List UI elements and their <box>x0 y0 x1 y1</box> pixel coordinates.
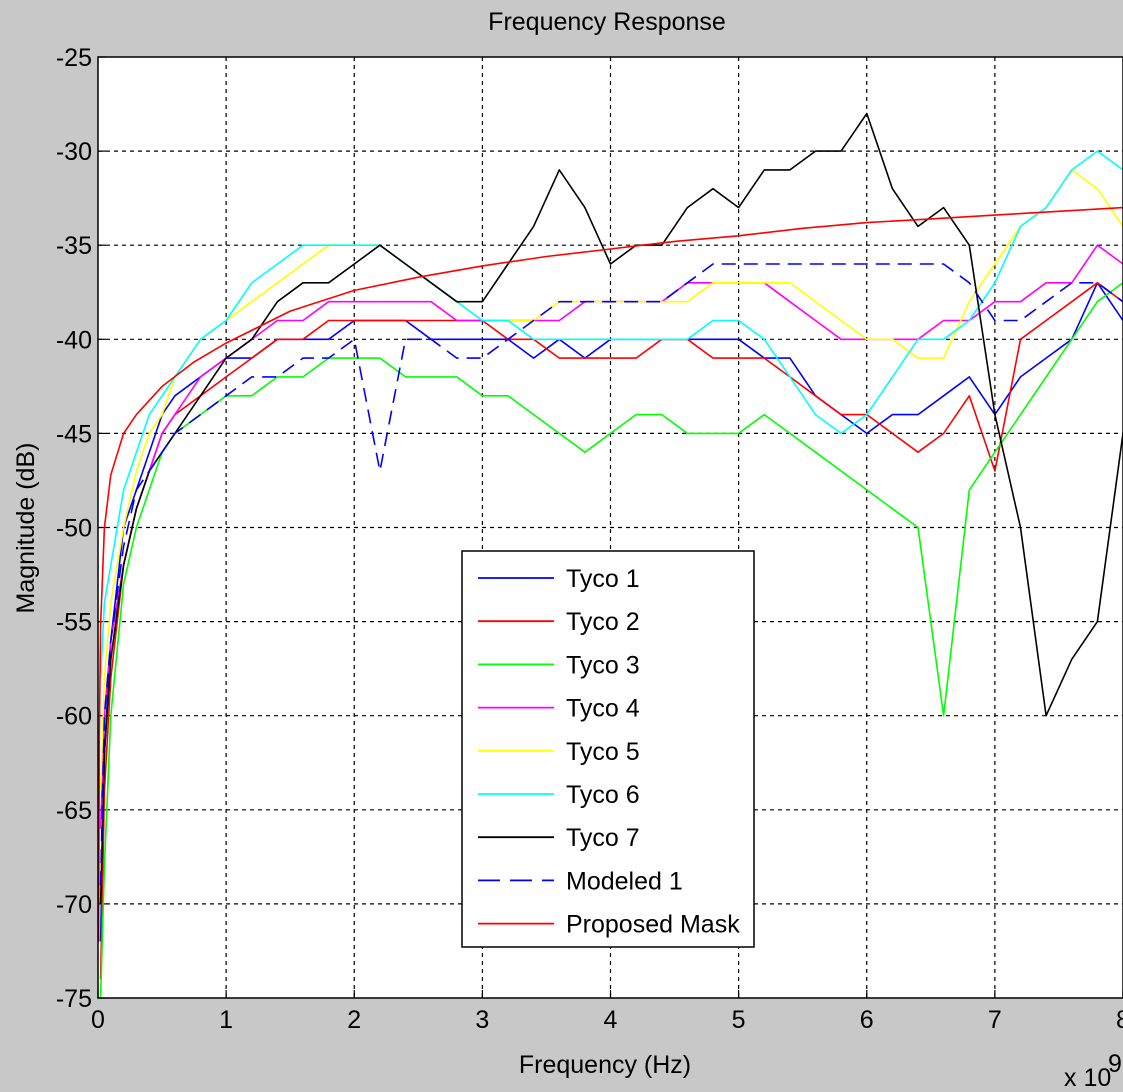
x-tick-label: 2 <box>347 1006 361 1034</box>
x-tick-label: 5 <box>732 1006 746 1034</box>
x-tick-label: 8 <box>1116 1006 1123 1034</box>
y-tick-label: -25 <box>56 44 92 72</box>
y-tick-label: -45 <box>56 420 92 448</box>
x-tick-label: 4 <box>604 1006 618 1034</box>
legend: Tyco 1 Tyco 2 Tyco 3 Tyco 4 Tyco 5 Tyco 6 Tyco… <box>462 551 754 947</box>
x-tick-label: 0 <box>91 1006 105 1034</box>
y-tick-label: -50 <box>56 515 92 543</box>
y-axis-label: Magnitude (dB) <box>12 443 40 614</box>
legend-entry: Tyco 2 <box>566 608 640 636</box>
legend-entry: Tyco 5 <box>566 738 640 766</box>
chart-title: Frequency Response <box>488 8 726 36</box>
legend-entry: Tyco 3 <box>566 651 640 679</box>
x-multiplier-base: x 10 <box>1064 1064 1111 1092</box>
y-tick-label: -60 <box>56 703 92 731</box>
x-multiplier-exponent: 9 <box>1108 1050 1122 1078</box>
legend-entry: Tyco 6 <box>566 781 640 809</box>
x-tick-label: 3 <box>475 1006 489 1034</box>
legend-entry: Tyco 1 <box>566 565 640 593</box>
x-axis-label: Frequency (Hz) <box>519 1051 691 1079</box>
x-tick-label: 1 <box>219 1006 233 1034</box>
y-tick-label: -75 <box>56 985 92 1013</box>
y-tick-label: -30 <box>56 138 92 166</box>
legend-entry: Tyco 7 <box>566 824 640 852</box>
y-tick-label: -70 <box>56 891 92 919</box>
legend-entry: Modeled 1 <box>566 867 683 895</box>
y-tick-label: -40 <box>56 326 92 354</box>
y-tick-label: -55 <box>56 609 92 637</box>
x-axis-multiplier: x 10 <box>1064 1064 1111 1092</box>
x-tick-label: 6 <box>860 1006 874 1034</box>
y-tick-label: -65 <box>56 797 92 825</box>
y-tick-label: -35 <box>56 232 92 260</box>
legend-entry: Tyco 4 <box>566 695 640 723</box>
x-tick-label: 7 <box>988 1006 1002 1034</box>
legend-entry: Proposed Mask <box>566 911 740 939</box>
